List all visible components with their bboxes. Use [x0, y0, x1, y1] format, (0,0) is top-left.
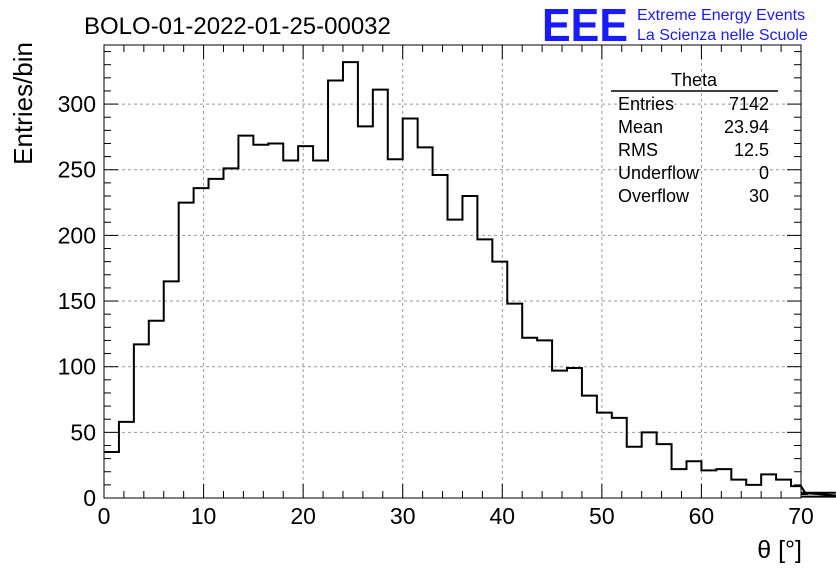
x-tick-label: 0: [98, 503, 111, 529]
stats-row-value: 0: [759, 163, 769, 183]
y-tick-label: 250: [58, 157, 96, 183]
stats-row-value: 12.5: [734, 140, 769, 160]
x-axis-label: θ [°]: [757, 536, 802, 564]
stats-box: Theta Entries 7142 Mean 23.94 RMS 12.5 Underfl…: [611, 70, 778, 206]
stats-title: Theta: [671, 70, 718, 90]
grid-lines: [104, 45, 801, 498]
eee-logo: EEE Extreme Energy Events La Scienza nel…: [542, 0, 808, 51]
stats-row-label: Entries: [618, 94, 674, 114]
stats-row-value: 30: [749, 186, 769, 206]
x-tick-labels: 0 10 20 30 40 50 60 70: [98, 503, 814, 529]
logo-line2: La Scienza nelle Scuole: [637, 27, 808, 44]
logo-mark: EEE: [542, 0, 628, 51]
plot-frame: [103, 44, 802, 499]
y-tick-label: 300: [58, 91, 96, 117]
stats-row-value: 7142: [729, 94, 769, 114]
stats-row-label: Mean: [618, 117, 663, 137]
axis-ticks: [103, 45, 802, 499]
x-tick-label: 10: [191, 503, 217, 529]
stats-row-label: Underflow: [618, 163, 700, 183]
histogram-series: [104, 61, 836, 498]
x-tick-label: 70: [788, 503, 814, 529]
stats-row-label: RMS: [618, 140, 658, 160]
x-tick-label: 50: [589, 503, 615, 529]
x-tick-label: 40: [489, 503, 515, 529]
x-tick-label: 60: [689, 503, 715, 529]
y-axis-label: Entries/bin: [8, 42, 38, 165]
x-tick-label: 30: [390, 503, 416, 529]
chart-title: BOLO-01-2022-01-25-00032: [84, 13, 391, 40]
stats-row-value: 23.94: [724, 117, 769, 137]
y-tick-label: 0: [83, 485, 96, 511]
stats-rows: Entries 7142 Mean 23.94 RMS 12.5 Underflow 0 Ove…: [618, 94, 769, 206]
y-tick-label: 100: [58, 354, 96, 380]
y-tick-label: 150: [58, 288, 96, 314]
logo-line1: Extreme Energy Events: [637, 7, 805, 24]
y-tick-labels: 0 50 100 150 200 250 300: [58, 91, 96, 511]
y-tick-label: 200: [58, 222, 96, 248]
y-tick-label: 50: [70, 419, 96, 445]
x-tick-label: 20: [290, 503, 316, 529]
stats-row-label: Overflow: [618, 186, 690, 206]
